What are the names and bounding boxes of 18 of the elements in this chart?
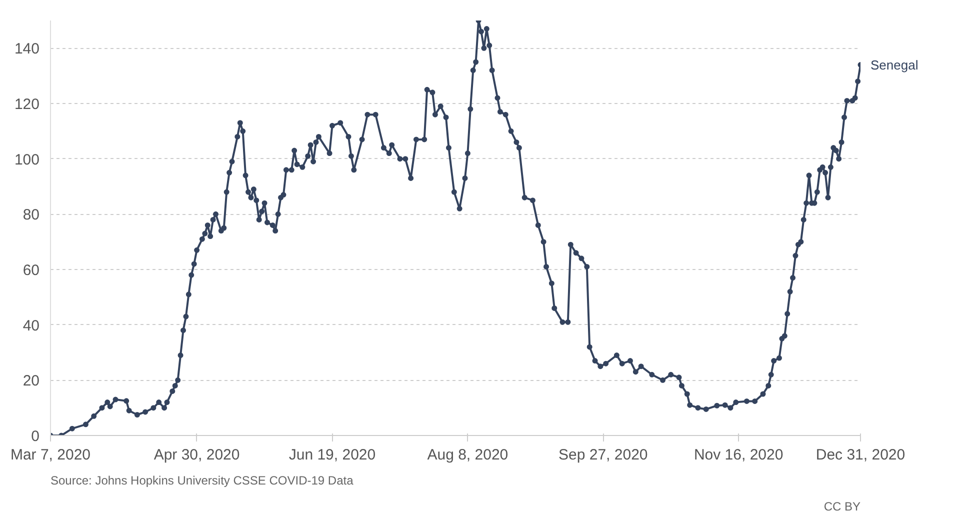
x-tick-label: Nov 16, 2020 [694, 446, 784, 464]
y-tick-label: 40 [22, 317, 40, 334]
source-note: Source: Johns Hopkins University CSSE COVID-19 Data [50, 474, 354, 488]
y-tick-label: 120 [14, 96, 40, 113]
x-tick-label: Aug 8, 2020 [427, 446, 508, 464]
x-tick-label: Jun 19, 2020 [288, 446, 376, 464]
y-tick-label: 20 [22, 372, 40, 390]
x-tick-label: Mar 7, 2020 [10, 446, 91, 464]
y-tick-label: 100 [14, 151, 40, 168]
y-tick-label: 60 [22, 262, 40, 279]
y-tick-label: 140 [14, 40, 40, 58]
x-tick-label: Apr 30, 2020 [154, 446, 240, 464]
y-tick-label: 0 [31, 428, 40, 445]
x-tick-label: Sep 27, 2020 [558, 446, 648, 464]
x-tick-label: Dec 31, 2020 [816, 446, 906, 464]
text: CC BY [824, 500, 861, 514]
y-tick-label: 80 [22, 206, 40, 224]
series-label: Senegal [870, 57, 918, 72]
